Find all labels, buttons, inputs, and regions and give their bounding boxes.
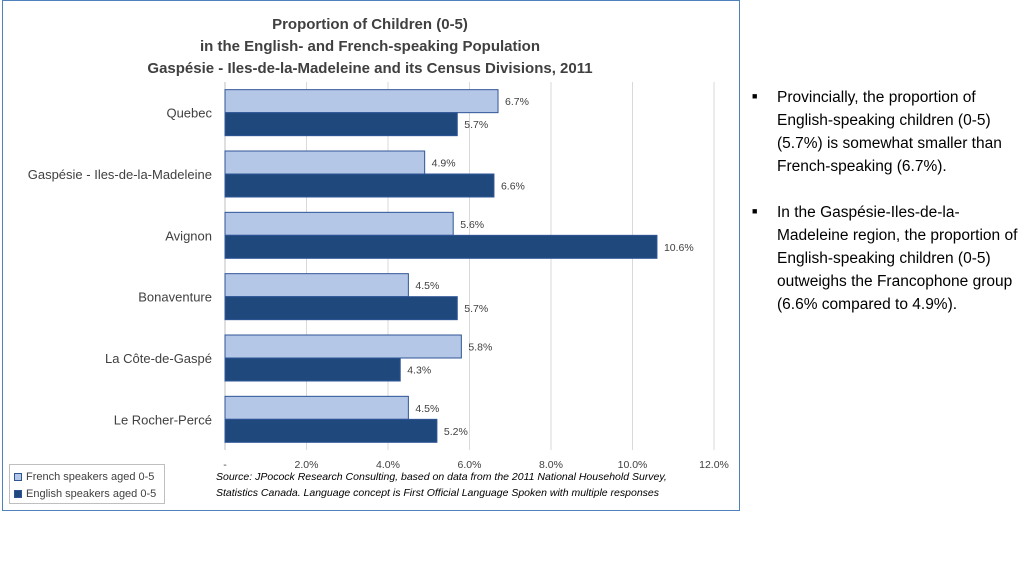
bar-french xyxy=(224,334,462,359)
data-label: 5.2% xyxy=(444,426,468,438)
note-text-1: Provincially, the proportion of English-… xyxy=(777,89,1002,175)
x-tick-label: 2.0% xyxy=(295,459,319,471)
chart-title-line-1: Proportion of Children (0-5) xyxy=(272,16,468,33)
gridlines xyxy=(224,82,715,450)
category-label: Bonaventure xyxy=(138,290,212,305)
category-label: La Côte-de-Gaspé xyxy=(105,351,212,366)
source-note-line-1: Source: JPocock Research Consulting, bas… xyxy=(216,471,667,483)
x-tick-label: 8.0% xyxy=(539,459,563,471)
source-note-line-2: Statistics Canada. Language concept is F… xyxy=(216,487,660,499)
note-bullet-1: ■ Provincially, the proportion of Englis… xyxy=(752,86,1020,178)
bar-english xyxy=(224,357,401,382)
x-tick-label: 12.0% xyxy=(699,459,729,471)
legend-label-english: English speakers aged 0-5 xyxy=(26,487,157,500)
bar-french xyxy=(224,273,409,298)
chart-title-line-2: in the English- and French-speaking Popu… xyxy=(200,38,540,55)
x-tick-label: - xyxy=(223,459,227,471)
category-label: Quebec xyxy=(166,106,212,121)
data-label: 6.7% xyxy=(505,96,529,108)
bullet-square-icon: ■ xyxy=(752,91,758,101)
data-label: 10.6% xyxy=(664,242,694,254)
legend-item-french: French speakers aged 0-5 xyxy=(14,468,160,485)
bar-english xyxy=(224,234,658,259)
data-label: 4.5% xyxy=(415,280,439,292)
legend-swatch-french xyxy=(14,472,22,481)
x-tick-label: 10.0% xyxy=(618,459,648,471)
legend-label-french: French speakers aged 0-5 xyxy=(26,470,155,483)
bar-english xyxy=(224,112,458,137)
bars xyxy=(224,89,658,443)
bar-french xyxy=(224,150,426,175)
data-label: 4.9% xyxy=(432,158,456,170)
legend-swatch-english xyxy=(14,489,22,498)
note-text-2: In the Gaspésie-Iles-de-la-Madeleine reg… xyxy=(777,204,1018,313)
bar-french xyxy=(224,89,499,114)
x-tick-label: 6.0% xyxy=(458,459,482,471)
bar-french xyxy=(224,211,454,236)
chart-frame: Proportion of Children (0-5) in the Engl… xyxy=(2,0,740,511)
category-label: Le Rocher-Percé xyxy=(114,412,212,427)
data-label: 6.6% xyxy=(501,181,525,193)
category-label: Gaspésie - Iles-de-la-Madeleine xyxy=(28,167,212,182)
chart-title-line-3: Gaspésie - Iles-de-la-Madeleine and its … xyxy=(147,60,592,77)
bar-english xyxy=(224,173,495,198)
bar-chart: Proportion of Children (0-5) in the Engl… xyxy=(28,16,729,499)
bar-english xyxy=(224,418,438,443)
data-label: 5.7% xyxy=(464,119,488,131)
x-tick-label: 4.0% xyxy=(376,459,400,471)
legend-item-english: English speakers aged 0-5 xyxy=(14,485,160,502)
data-label: 5.7% xyxy=(464,303,488,315)
bar-english xyxy=(224,296,458,321)
labels: - 2.0% 4.0% 6.0% 8.0% 10.0% 12.0% Quebec 6.7% 5.7… xyxy=(28,96,729,471)
chart-legend: French speakers aged 0-5 English speaker… xyxy=(9,464,165,504)
category-label: Avignon xyxy=(165,228,212,243)
data-label: 4.3% xyxy=(407,365,431,377)
data-label: 5.6% xyxy=(460,219,484,231)
data-label: 5.8% xyxy=(468,342,492,354)
notes-panel: ■ Provincially, the proportion of Englis… xyxy=(752,86,1020,339)
data-label: 4.5% xyxy=(415,403,439,415)
bar-french xyxy=(224,395,409,420)
note-bullet-2: ■ In the Gaspésie-Iles-de-la-Madeleine r… xyxy=(752,201,1020,316)
bullet-square-icon: ■ xyxy=(752,206,758,216)
